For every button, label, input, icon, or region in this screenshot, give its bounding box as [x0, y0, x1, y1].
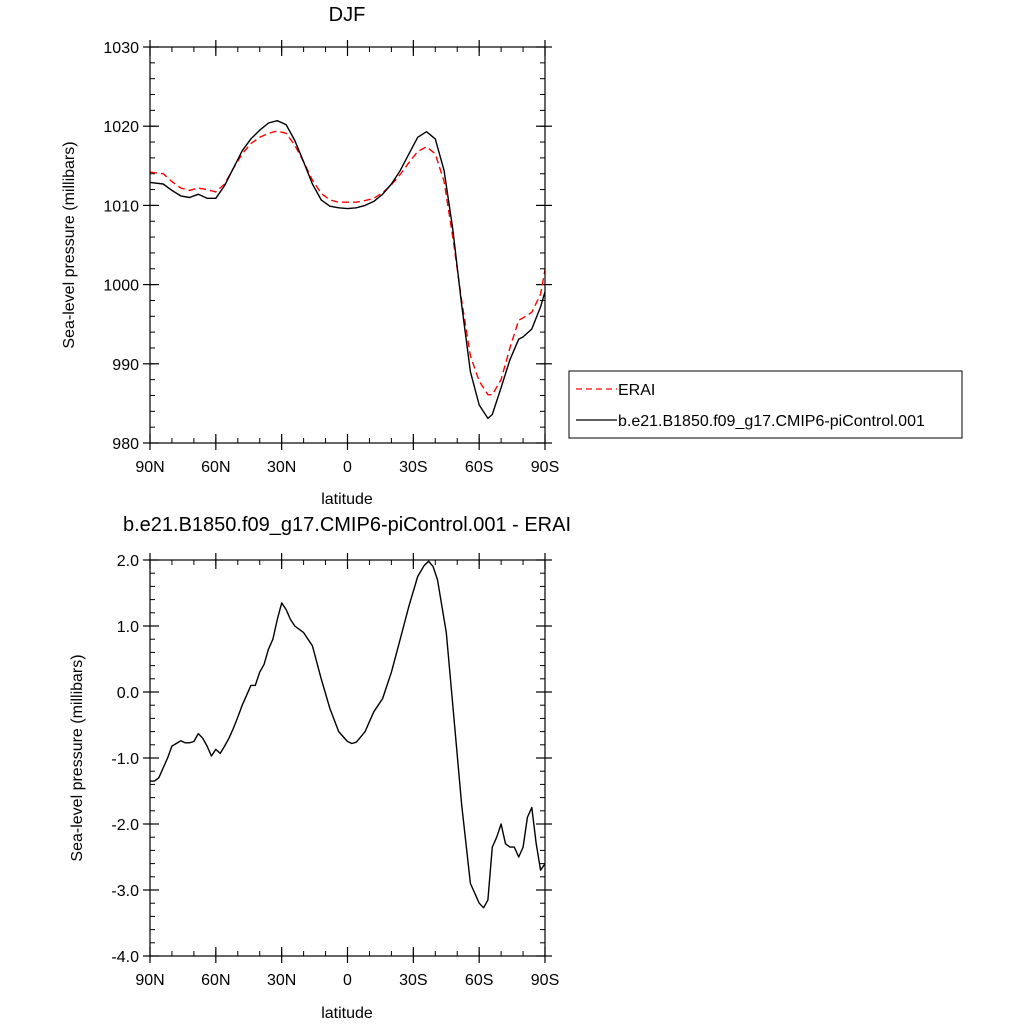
y-tick-label: -2.0: [111, 817, 139, 834]
y-tick-label: 1020: [103, 119, 139, 136]
y-tick-label: -4.0: [111, 949, 139, 966]
x-tick-label: 30N: [267, 459, 296, 476]
y-tick-label: 980: [112, 436, 139, 453]
plot-area: 90N 60N 30N 0 30S 60S 90S -4.0 -3.0 -2.0 -1.0 0.0 1.…: [111, 553, 559, 989]
y-tick-label: 1.0: [117, 619, 139, 636]
x-tick-label: 60N: [201, 972, 230, 989]
x-tick-label: 90S: [531, 972, 559, 989]
plot-area: 90N 60N 30N 0 30S 60S 90S 980 990 1000 1010 1020 103…: [103, 40, 559, 476]
series-line-model: [149, 119, 546, 420]
y-tick-label: 2.0: [117, 553, 139, 570]
legend: ERAI b.e21.B1850.f09_g17.CMIP6-piControl…: [568, 370, 963, 439]
plot-frame: [149, 559, 546, 957]
x-axis-label: latitude: [321, 1005, 373, 1022]
x-tick-label: 60S: [465, 972, 493, 989]
y-tick-label: 1000: [103, 278, 139, 295]
y-axis-label: Sea-level pressure (millibars): [61, 141, 78, 348]
plot-frame: [149, 46, 546, 444]
chart-top: DJF 90N 60N 30N 0 30S 60S 90S 980 990 1000 1010 102…: [61, 4, 559, 508]
y-tick-label: 1010: [103, 198, 139, 215]
y-tick-label: 0.0: [117, 685, 139, 702]
y-tick-label: -3.0: [111, 883, 139, 900]
x-tick-label: 90N: [135, 459, 164, 476]
series-line-difference: [150, 560, 546, 909]
chart-bottom: b.e21.B1850.f09_g17.CMIP6-piControl.001 …: [69, 514, 571, 1022]
x-tick-label: 90S: [531, 459, 559, 476]
y-tick-label: 1030: [103, 40, 139, 57]
x-tick-label: 60N: [201, 459, 230, 476]
x-tick-label: 60S: [465, 459, 493, 476]
x-axis-label: latitude: [321, 491, 373, 508]
x-tick-label: 90N: [135, 972, 164, 989]
y-tick-label: -1.0: [111, 751, 139, 768]
legend-box: [568, 370, 963, 439]
x-tick-label: 30S: [399, 459, 427, 476]
x-tick-label: 30N: [267, 972, 296, 989]
chart-title: b.e21.B1850.f09_g17.CMIP6-piControl.001 …: [123, 514, 571, 536]
chart-title: DJF: [329, 4, 366, 26]
series-line-erai: [149, 130, 546, 396]
legend-label-erai: ERAI: [618, 382, 655, 399]
x-tick-label: 30S: [399, 972, 427, 989]
x-tick-label: 0: [343, 972, 352, 989]
y-tick-label: 990: [112, 357, 139, 374]
x-tick-label: 0: [343, 459, 352, 476]
y-axis-label: Sea-level pressure (millibars): [69, 654, 86, 861]
legend-label-model: b.e21.B1850.f09_g17.CMIP6-piControl.001: [618, 413, 925, 430]
